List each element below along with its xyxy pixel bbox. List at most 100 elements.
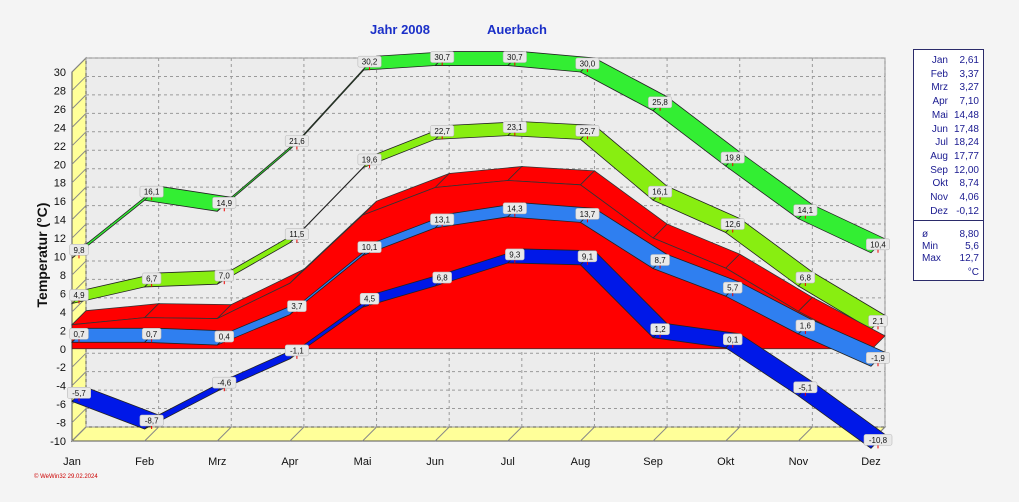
area-top-segment — [143, 303, 233, 319]
wall-tick — [71, 76, 87, 91]
legend-row-sep: Sep 12,00 — [914, 164, 983, 177]
data-label: -10,8 — [863, 434, 893, 449]
data-label-text: 4,9 — [73, 291, 85, 300]
y-tick-label: 10 — [54, 252, 66, 264]
x-tick-label: Feb — [135, 456, 154, 468]
data-label-text: 14,3 — [507, 204, 523, 213]
data-label: 0,7 — [141, 327, 162, 343]
y-axis-label: Temperatur (°C) — [34, 202, 50, 308]
legend-month: Dez — [930, 205, 948, 217]
legend-row-mai: Mai 14,48 — [914, 109, 983, 122]
x-tick-label: Okt — [717, 456, 734, 468]
y-tick-label: 14 — [54, 215, 66, 227]
data-label: -5,1 — [793, 381, 818, 396]
legend-max-label: Max — [922, 253, 941, 264]
data-label: 30,7 — [430, 51, 455, 66]
data-label: 25,8 — [648, 96, 673, 111]
legend-row-nov: Nov 4,06 — [914, 191, 983, 204]
legend-month: Mai — [931, 109, 948, 121]
wall-tick — [71, 205, 87, 220]
legend-row-dez: Dez -0,12 — [914, 205, 983, 218]
x-tick-label: Mai — [354, 456, 372, 468]
y-tick-label: -6 — [56, 399, 66, 411]
data-label-text: -8,7 — [145, 417, 159, 426]
legend-mean-label: ø — [922, 229, 929, 240]
data-label-text: 10,4 — [870, 240, 886, 249]
floor-tick — [362, 426, 377, 442]
data-label: 5,7 — [723, 281, 743, 297]
y-tick-label: 18 — [54, 178, 66, 190]
floor-tick — [216, 426, 232, 442]
chart-title-year: Jahr 2008 — [370, 22, 430, 37]
legend-row-jul: Jul 18,24 — [914, 136, 983, 149]
data-label: 8,7 — [650, 254, 670, 269]
data-label: 30,0 — [575, 57, 600, 72]
legend-month: Aug — [930, 150, 948, 162]
y-tick-label: -2 — [56, 362, 66, 374]
data-label: 4,9 — [69, 289, 89, 304]
legend-month: Okt — [932, 178, 948, 190]
data-label-text: 5,7 — [727, 284, 739, 293]
data-label-text: 13,7 — [580, 210, 596, 219]
data-label-text: 1,2 — [655, 325, 667, 334]
x-tick-label: Apr — [281, 456, 298, 468]
legend-month: Jan — [931, 55, 948, 66]
x-tick-label: Aug — [571, 456, 591, 468]
series-mean-max: 4,9 6,7 7,0 11,5 19,6 22,7 23,1 22,7 16,1 12,6 6,8… — [69, 121, 888, 330]
data-label-text: -1,1 — [290, 346, 304, 355]
data-label: 13,7 — [575, 208, 600, 223]
floor-tick — [798, 426, 813, 442]
y-tick-label: 6 — [60, 288, 66, 300]
legend-divider — [914, 220, 983, 221]
legend-value: 3,37 — [959, 68, 979, 80]
y-tick-label: -4 — [56, 381, 66, 393]
legend-month: Jul — [935, 137, 948, 149]
legend-month: Nov — [930, 192, 948, 203]
legend-max-row: Max 12,7 — [914, 253, 983, 265]
data-label-text: 7,0 — [219, 272, 231, 281]
data-label-text: 9,1 — [582, 252, 594, 261]
monthly-mean-legend: Jan 2,61 Feb 3,37 Mrz 3,27 Apr 7,10 Mai 14,48 Jun 1… — [913, 49, 984, 281]
legend-value: 18,24 — [953, 137, 979, 149]
legend-unit: °C — [967, 267, 979, 278]
y-tick-label: 28 — [54, 85, 66, 97]
y-tick-label: 30 — [54, 67, 66, 79]
data-label: 13,1 — [430, 213, 455, 228]
legend-value: 12,00 — [953, 164, 979, 176]
data-label-text: -1,9 — [871, 354, 885, 363]
data-label-text: 23,1 — [507, 123, 523, 132]
y-tick-label: 20 — [54, 159, 66, 171]
data-label: 14,9 — [212, 196, 237, 212]
wall-tick — [71, 371, 87, 387]
data-label-text: 13,1 — [434, 215, 450, 224]
data-label-text: 30,7 — [507, 53, 523, 62]
y-tick-label: 26 — [54, 104, 66, 116]
legend-max-value: 12,7 — [959, 253, 979, 264]
data-label-text: 9,8 — [73, 246, 85, 255]
wall-tick — [71, 94, 87, 110]
data-label: 10,1 — [357, 241, 382, 256]
data-label: -5,7 — [67, 387, 92, 402]
data-label-text: -5,7 — [72, 389, 86, 398]
wall-tick — [71, 168, 87, 184]
data-label: 0,4 — [214, 330, 234, 346]
data-label-text: -10,8 — [869, 436, 888, 445]
data-label-text: 16,1 — [652, 188, 668, 197]
data-label-text: 22,7 — [580, 127, 596, 136]
data-label: 11,5 — [284, 228, 309, 243]
legend-row-jan: Jan 2,61 — [914, 54, 983, 67]
data-label: 12,6 — [720, 218, 745, 233]
data-label: 10,4 — [865, 238, 890, 253]
data-label-text: 12,6 — [725, 220, 741, 229]
floor-tick — [652, 426, 668, 442]
data-label-text: 19,8 — [725, 154, 741, 163]
legend-mean-row: ø 8,80 — [914, 229, 983, 241]
legend-mean-value: 8,80 — [959, 229, 979, 240]
x-axis-ticks: Jan Feb Mrz Apr Mai Jun Jul Aug Sep Okt Nov Dez — [63, 456, 881, 468]
y-tick-label: 4 — [60, 307, 66, 319]
floor-tick — [725, 426, 741, 442]
data-label-text: 8,7 — [655, 256, 667, 265]
data-label: 16,1 — [648, 185, 673, 201]
floor-tick — [580, 426, 595, 442]
